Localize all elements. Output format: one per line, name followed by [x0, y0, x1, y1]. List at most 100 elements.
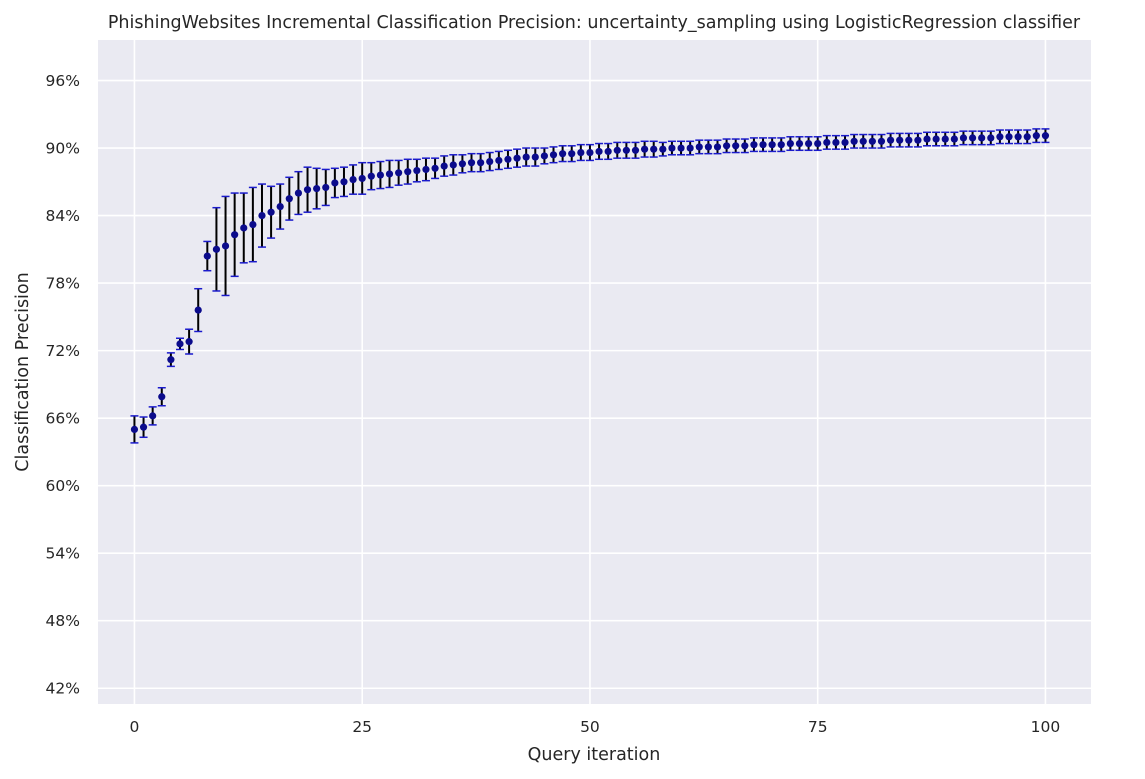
- data-point: [513, 154, 521, 162]
- data-point: [276, 202, 284, 211]
- x-tick-label: 0: [130, 718, 140, 736]
- data-point: [504, 155, 512, 163]
- data-point: [923, 135, 931, 143]
- data-point: [568, 150, 576, 158]
- data-point: [249, 220, 257, 229]
- data-point: [331, 179, 339, 187]
- data-point: [404, 168, 412, 176]
- y-tick-labels: 42% 48% 54% 60% 66% 72% 78% 84% 90% 96%: [46, 72, 80, 698]
- data-point: [677, 144, 685, 152]
- data-point: [859, 137, 867, 145]
- data-point: [987, 134, 995, 142]
- data-point: [905, 136, 913, 144]
- y-tick-label: 66%: [46, 410, 80, 428]
- data-point: [358, 174, 366, 183]
- data-point: [522, 153, 530, 161]
- data-point: [659, 145, 667, 153]
- data-point: [1005, 133, 1013, 141]
- data-point: [549, 151, 558, 159]
- data-point: [841, 138, 849, 147]
- data-point: [695, 143, 703, 151]
- data-point: [203, 252, 211, 260]
- data-point: [422, 165, 430, 174]
- data-point: [139, 423, 148, 431]
- data-point: [385, 170, 394, 178]
- data-point: [376, 171, 385, 179]
- data-point: [595, 147, 603, 156]
- data-point: [759, 141, 767, 149]
- data-point: [832, 138, 840, 147]
- chart-title: PhishingWebsites Incremental Classificat…: [108, 13, 1081, 33]
- data-point: [959, 134, 968, 142]
- data-points: [130, 132, 1050, 433]
- y-tick-label: 48%: [46, 612, 80, 630]
- data-point: [814, 139, 822, 148]
- y-tick-label: 72%: [46, 342, 80, 360]
- data-point: [823, 138, 831, 147]
- data-point: [704, 143, 712, 151]
- data-point: [231, 231, 239, 239]
- data-point: [850, 137, 858, 145]
- data-point: [285, 195, 293, 203]
- y-tick-label: 78%: [46, 275, 80, 293]
- data-point: [586, 148, 594, 157]
- data-point: [668, 144, 676, 152]
- data-point: [777, 141, 785, 149]
- y-tick-label: 84%: [46, 207, 80, 225]
- data-point: [868, 137, 876, 145]
- data-point: [349, 175, 357, 184]
- data-point: [340, 178, 348, 186]
- data-point: [886, 136, 895, 144]
- data-point: [786, 139, 794, 148]
- data-point: [1032, 132, 1040, 140]
- data-point: [322, 183, 330, 192]
- data-point: [559, 150, 567, 158]
- data-point: [604, 147, 612, 156]
- data-point: [458, 160, 467, 168]
- x-tick-labels: 0 25 50 75 100: [130, 718, 1061, 736]
- data-point: [914, 136, 922, 144]
- y-tick-label: 90%: [46, 140, 80, 158]
- data-point: [732, 142, 740, 150]
- y-tick-label: 54%: [46, 545, 80, 563]
- data-point: [540, 152, 548, 160]
- data-point: [158, 393, 166, 401]
- data-point: [941, 135, 949, 143]
- data-point: [1014, 133, 1022, 141]
- data-point: [932, 135, 940, 143]
- data-point: [622, 146, 630, 154]
- data-point: [467, 159, 476, 167]
- data-point: [149, 412, 157, 420]
- x-tick-label: 100: [1031, 718, 1061, 736]
- data-point: [258, 211, 266, 220]
- data-point: [440, 162, 448, 170]
- data-point: [194, 306, 202, 314]
- data-point: [367, 172, 375, 180]
- data-point: [641, 145, 649, 153]
- error-bars: [130, 128, 1050, 444]
- data-point: [968, 134, 977, 142]
- data-point: [313, 184, 321, 193]
- data-point: [978, 134, 986, 142]
- data-point: [395, 169, 403, 177]
- data-point: [877, 137, 886, 145]
- data-point: [1023, 133, 1031, 141]
- data-point: [294, 189, 303, 197]
- data-point: [750, 141, 758, 149]
- data-point: [768, 141, 776, 149]
- data-point: [631, 146, 640, 154]
- data-point: [795, 139, 804, 148]
- data-point: [176, 340, 184, 348]
- data-point: [167, 356, 175, 364]
- y-axis-label: Classification Precision: [13, 272, 33, 471]
- data-point: [741, 142, 749, 150]
- data-point: [650, 145, 658, 153]
- data-point: [449, 161, 457, 169]
- data-point: [1041, 132, 1050, 140]
- data-point: [303, 186, 312, 194]
- data-point: [531, 153, 539, 161]
- data-point: [486, 157, 494, 166]
- data-point: [431, 164, 439, 172]
- data-point: [950, 135, 958, 143]
